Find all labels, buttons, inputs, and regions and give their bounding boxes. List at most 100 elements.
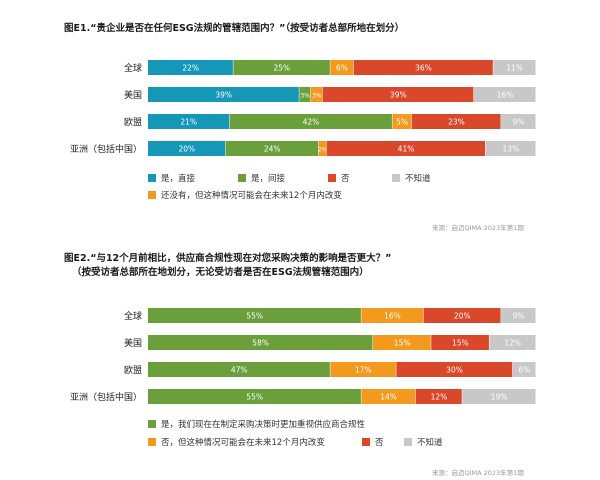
data-label: 16% — [497, 91, 514, 100]
category-label: 亚洲（包括中国） — [70, 391, 142, 403]
bar-segment — [148, 308, 361, 323]
legend-label: 否 — [341, 174, 350, 184]
category-label: 美国 — [124, 337, 142, 349]
bar-segment — [415, 389, 462, 404]
legend-swatch — [404, 438, 412, 446]
bar-segment — [148, 60, 233, 75]
bar-segment — [330, 362, 396, 377]
legend-swatch — [328, 174, 336, 182]
legend-label: 是，我们现在在制定采购决策时更加重视供应商合规性 — [161, 420, 366, 430]
chart2-title: 图E2.“与12个月前相比，供应商合规性现在对您采购决策的影响是否更大？” — [64, 253, 392, 264]
legend-label: 是，间接 — [251, 174, 286, 184]
bar-segment — [392, 114, 412, 129]
data-label: 9% — [513, 312, 525, 321]
data-label: 58% — [252, 339, 269, 348]
data-label: 16% — [384, 312, 401, 321]
data-label: 21% — [180, 118, 197, 127]
data-label: 9% — [513, 118, 525, 127]
bar-segment — [473, 87, 536, 102]
bar-segment — [330, 60, 354, 75]
data-label: 55% — [246, 393, 263, 402]
bar-segment — [423, 308, 501, 323]
bar-segment — [512, 362, 536, 377]
legend-item-direct: 是，直接 — [148, 172, 195, 184]
data-label: 47% — [231, 366, 248, 375]
legend-label: 否，但这种情况可能会在未来12个月内改变 — [161, 438, 325, 448]
data-label: 20% — [178, 145, 195, 154]
legend-label: 是，直接 — [161, 174, 196, 184]
legend-item-yes-more: 是，我们现在在制定采购决策时更加重视供应商合规性 — [148, 418, 365, 430]
bar-segment — [485, 141, 536, 156]
bar-segment — [225, 141, 319, 156]
category-label: 全球 — [124, 310, 142, 322]
legend-swatch — [362, 438, 370, 446]
chart1-title: 图E1.“贵企业是否在任何ESG法规的管辖范围内？”（按受访者总部所地在划分） — [64, 23, 405, 34]
legend-swatch — [148, 191, 156, 199]
data-label: 39% — [215, 91, 232, 100]
bar-segment — [148, 362, 330, 377]
bar-segment — [322, 87, 474, 102]
bar-segment — [361, 308, 423, 323]
data-label: 2% — [318, 147, 328, 154]
bar-segment — [148, 141, 226, 156]
data-label: 24% — [264, 145, 281, 154]
category-label: 全球 — [124, 62, 142, 74]
data-label: 15% — [394, 339, 411, 348]
chart1-source: 来源：启迈QIMA 2023年第1期 — [432, 224, 524, 232]
bar-segment — [373, 335, 431, 350]
bar-segment — [299, 87, 311, 102]
bar-segment — [501, 114, 536, 129]
chart1-svg: 全球 22% 25% 6% 36% 11% 美国 39% 3% 3% 39% 16% 欧盟 21% 42% 5… — [70, 60, 536, 156]
data-label: 6% — [518, 366, 530, 375]
legend-swatch — [238, 174, 246, 182]
data-label: 25% — [274, 64, 291, 73]
category-label: 亚洲（包括中国） — [70, 143, 142, 155]
bar-segment — [318, 141, 326, 156]
data-label: 20% — [454, 312, 471, 321]
data-label: 12% — [431, 393, 448, 402]
bar-segment — [411, 114, 501, 129]
bar-segment — [493, 60, 536, 75]
legend-swatch — [148, 438, 156, 446]
data-label: 14% — [380, 393, 397, 402]
bar-segment — [148, 335, 373, 350]
data-label: 6% — [336, 64, 348, 73]
data-label: 19% — [491, 393, 508, 402]
legend-item-unknown: 不知道 — [392, 172, 431, 184]
bar-segment — [233, 60, 330, 75]
bar-segment — [489, 335, 536, 350]
bar-segment — [148, 114, 229, 129]
legend-item-no: 否 — [328, 172, 350, 184]
legend-item-unknown: 不知道 — [404, 436, 443, 448]
data-label: 3% — [312, 93, 322, 100]
data-label: 17% — [355, 366, 372, 375]
bar-segment — [353, 60, 493, 75]
data-label: 12% — [504, 339, 521, 348]
category-label: 欧盟 — [124, 116, 142, 128]
bar-segment — [148, 87, 299, 102]
category-label: 欧盟 — [124, 364, 142, 376]
legend-label: 否 — [375, 438, 384, 448]
legend-label: 还没有，但这种情况可能会在未来12个月内改变 — [161, 191, 342, 201]
legend-swatch — [148, 174, 156, 182]
data-label: 15% — [452, 339, 469, 348]
bar-segment — [501, 308, 536, 323]
chart2-source: 来源：启迈QIMA 2023年第1期 — [432, 469, 524, 477]
legend-label: 不知道 — [405, 174, 431, 184]
data-label: 11% — [506, 64, 523, 73]
bar-segment — [462, 389, 536, 404]
bar-segment — [396, 362, 513, 377]
chart2-svg: 全球 55% 16% 20% 9% 美国 58% 15% 15% 12% 欧盟 47% 17% 30% 6%… — [70, 308, 536, 404]
bar-segment — [229, 114, 392, 129]
data-label: 23% — [448, 118, 465, 127]
legend-item-no: 否 — [362, 436, 384, 448]
data-label: 55% — [246, 312, 263, 321]
chart2-subtitle: （按受访者总部所在地划分，无论受访者是否在ESG法规管辖范围内） — [72, 267, 369, 278]
data-label: 39% — [390, 91, 407, 100]
data-label: 22% — [182, 64, 199, 73]
bar-segment — [310, 87, 323, 102]
bar-segment — [326, 141, 486, 156]
legend-item-not-yet: 否，但这种情况可能会在未来12个月内改变 — [148, 436, 325, 448]
data-label: 30% — [446, 366, 463, 375]
bar-segment — [148, 389, 361, 404]
